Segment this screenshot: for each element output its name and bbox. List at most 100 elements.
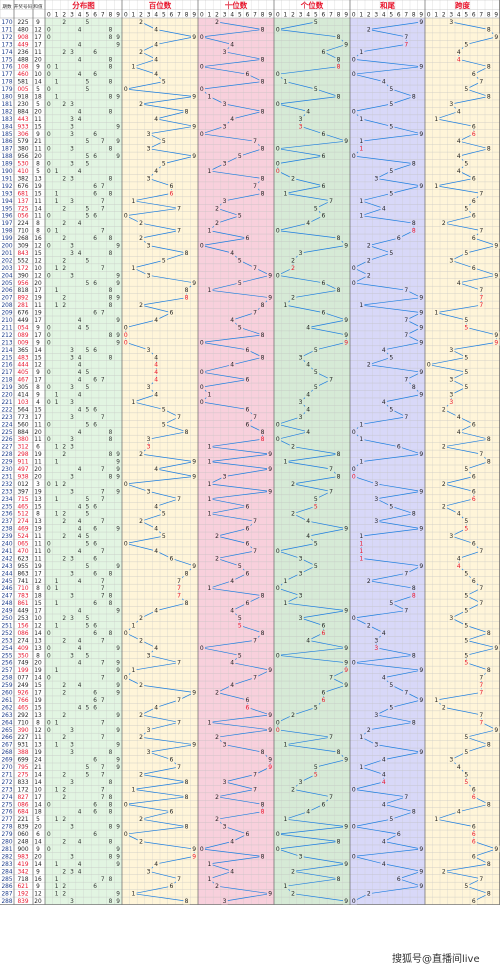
- mark-bg-span: [463, 353, 470, 361]
- issue-label: 261: [1, 698, 12, 704]
- mark-bg-u: [282, 577, 289, 585]
- prize-label: 192: [17, 892, 28, 898]
- dist-mark: 2: [62, 221, 66, 227]
- prize-label: 342: [17, 869, 28, 875]
- mark-h: 8: [185, 287, 189, 294]
- mark-t: 0: [200, 384, 204, 391]
- digit-header: 0: [124, 13, 128, 19]
- mark-h: 2: [139, 712, 143, 719]
- mark-bg-u: [343, 242, 350, 249]
- dist-mark: 0: [47, 325, 51, 331]
- digit-header: 1: [284, 13, 288, 19]
- sum-label: 15: [34, 683, 42, 689]
- prize-label: 012: [17, 482, 28, 488]
- mark-bg-h: [145, 726, 152, 734]
- sum-label: 15: [34, 251, 42, 257]
- mark-u: 3: [299, 853, 303, 860]
- digit-header: 0: [200, 13, 204, 19]
- dist-mark: 5: [85, 512, 89, 518]
- mark-bg-u: [289, 480, 297, 488]
- issue-label: 235: [1, 504, 12, 510]
- mark-h: 5: [162, 533, 166, 540]
- mark-t: 0: [200, 64, 204, 71]
- mark-t: 6: [245, 347, 249, 354]
- mark-h: 0: [124, 481, 128, 488]
- mark-bg-tail: [418, 63, 425, 71]
- mark-bg-tail: [403, 41, 410, 48]
- dist-mark: 5: [85, 504, 89, 510]
- prize-label: 449: [17, 318, 28, 324]
- dist-mark: 8: [109, 27, 113, 33]
- dist-mark: 4: [78, 221, 82, 227]
- dist-mark: 3: [70, 355, 74, 361]
- mark-h: 6: [169, 183, 173, 190]
- dist-mark: 0: [47, 832, 51, 838]
- mark-bg-t: [251, 137, 259, 145]
- mark-tail: 5: [389, 816, 393, 823]
- issue-label: 234: [1, 497, 12, 503]
- mark-tail: 7: [404, 690, 408, 697]
- mark-bg-t: [229, 868, 236, 875]
- dist-mark: 2: [62, 534, 66, 540]
- issue-label: 221: [1, 400, 12, 406]
- mark-bg-u: [282, 882, 289, 890]
- mark-bg-h: [175, 584, 183, 592]
- mark-bg-h: [137, 711, 145, 719]
- dist-mark: 9: [116, 244, 120, 250]
- mark-bg-h: [137, 301, 145, 309]
- sum-label: 15: [34, 705, 42, 711]
- mark-bg-t: [267, 756, 274, 763]
- mark-h: 0: [124, 630, 128, 637]
- mark-bg-h: [168, 882, 175, 890]
- mark-t: 4: [230, 578, 234, 585]
- mark-t: 4: [230, 608, 234, 615]
- mark-tail: 6: [397, 235, 401, 242]
- mark-tail: 1: [359, 459, 363, 466]
- left-columns-bg: [0, 0, 45, 905]
- dist-mark: 7: [101, 676, 105, 682]
- issue-label: 205: [1, 281, 12, 287]
- mark-u: 5: [314, 205, 318, 212]
- mark-bg-h: [160, 160, 167, 167]
- mark-h: 3: [147, 243, 151, 250]
- mark-u: 0: [276, 548, 280, 555]
- mark-h: 4: [154, 116, 158, 123]
- dist-mark: 5: [85, 623, 89, 629]
- dist-mark: 0: [47, 847, 51, 853]
- mark-bg-tail: [403, 570, 410, 577]
- mark-tail: 3: [374, 481, 378, 488]
- mark-h: 1: [131, 399, 135, 406]
- sum-label: 19: [34, 668, 42, 674]
- issue-label: 218: [1, 378, 12, 384]
- mark-bg-h: [160, 421, 167, 428]
- mark-t: 8: [261, 146, 265, 153]
- prize-label: 512: [17, 512, 28, 518]
- dist-mark: 6: [93, 691, 97, 697]
- mark-t: 5: [238, 622, 242, 629]
- issue-label: 226: [1, 437, 12, 443]
- sum-label: 14: [34, 862, 42, 868]
- mark-bg-u: [343, 681, 350, 689]
- mark-bg-h: [122, 85, 129, 93]
- mark-h: 1: [131, 622, 135, 629]
- sum-label: 19: [34, 311, 42, 317]
- mark-bg-u: [305, 406, 312, 413]
- dist-mark: 8: [109, 57, 113, 63]
- mark-u: 1: [283, 816, 287, 823]
- prize-label: 086: [17, 802, 28, 808]
- mark-span: 8: [487, 146, 491, 153]
- mark-bg-h: [122, 480, 129, 488]
- mark-bg-t: [198, 383, 205, 391]
- mark-bg-h: [160, 510, 167, 518]
- header-section-3: 个位数: [300, 0, 324, 10]
- mark-bg-u: [282, 599, 289, 607]
- mark-u: 4: [306, 220, 310, 227]
- mark-u: 2: [291, 786, 295, 793]
- mark-span: 5: [464, 41, 468, 48]
- digit-header: 2: [442, 13, 446, 19]
- dist-mark: 1: [55, 623, 59, 629]
- mark-u: 0: [276, 146, 280, 153]
- sum-label: 19: [34, 527, 42, 533]
- dist-mark: 3: [70, 117, 74, 123]
- mark-h: 4: [154, 26, 158, 33]
